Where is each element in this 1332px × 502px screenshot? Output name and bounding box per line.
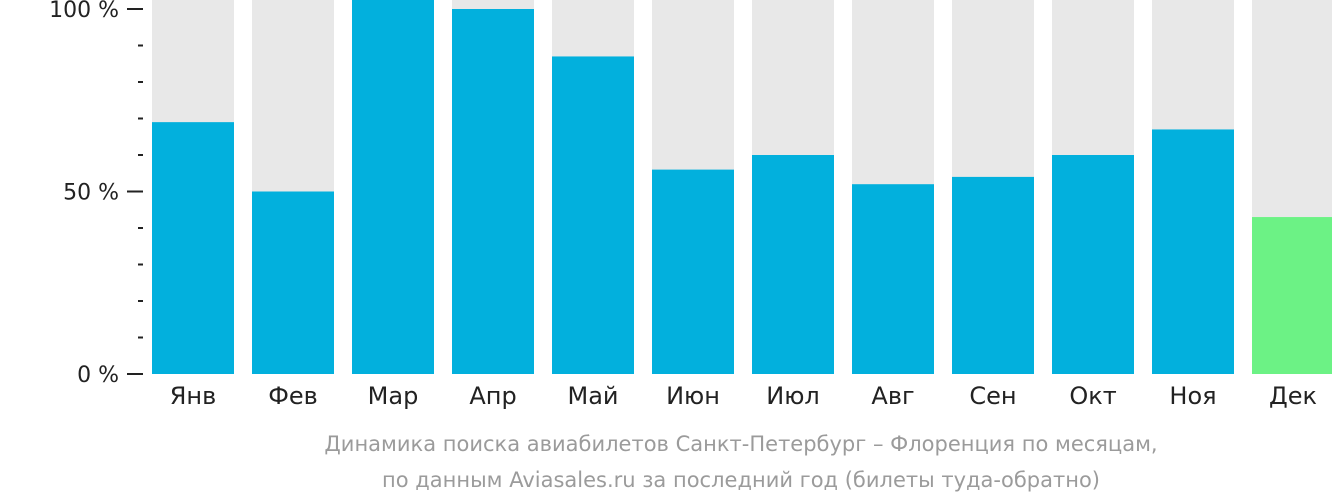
- x-tick-label-1: Янв: [170, 382, 217, 410]
- bar-3: [352, 0, 434, 374]
- bars-layer: [152, 0, 1332, 375]
- bar-9: [952, 176, 1034, 374]
- bar-2: [252, 191, 334, 374]
- x-tick-label-8: Авг: [871, 382, 914, 410]
- x-tick-label-12: Дек: [1269, 382, 1317, 410]
- x-tick-label-3: Мар: [368, 382, 419, 410]
- bar-6: [652, 169, 734, 374]
- chart-caption-line-2: по данным Aviasales.ru за последний год …: [382, 468, 1100, 492]
- x-tick-label-6: Июн: [666, 382, 720, 410]
- bar-12: [1252, 217, 1332, 374]
- x-tick-label-9: Сен: [969, 382, 1016, 410]
- y-tick-label-3: 0 %: [77, 363, 119, 388]
- x-tick-label-4: Апр: [469, 382, 516, 410]
- x-tick-label-11: Ноя: [1169, 382, 1216, 410]
- x-tick-label-10: Окт: [1069, 382, 1116, 410]
- bar-10: [1052, 155, 1134, 374]
- chart-caption-line-1: Динамика поиска авиабилетов Санкт-Петерб…: [324, 432, 1158, 456]
- bar-5: [552, 56, 634, 374]
- x-axis-labels: Янв Фев Мар Апр Май Июн Июл Авг Сен Окт Ноя Дек: [170, 382, 1317, 410]
- x-tick-label-7: Июл: [766, 382, 820, 410]
- y-tick-label-2: 50 %: [63, 181, 119, 206]
- chart: 100 % 50 % 0 % Янв Фев Мар Апр Май Июн Июл Авг Сен…: [49, 0, 1332, 410]
- y-tick-label-1: 100 %: [49, 0, 119, 23]
- bar-4: [452, 9, 534, 374]
- x-tick-label-5: Май: [567, 382, 618, 410]
- bar-7: [752, 155, 834, 374]
- bar-8: [852, 184, 934, 374]
- bar-1: [152, 122, 234, 375]
- bar-11: [1152, 129, 1234, 374]
- x-tick-label-2: Фев: [268, 382, 318, 410]
- y-axis: 100 % 50 % 0 %: [49, 0, 143, 388]
